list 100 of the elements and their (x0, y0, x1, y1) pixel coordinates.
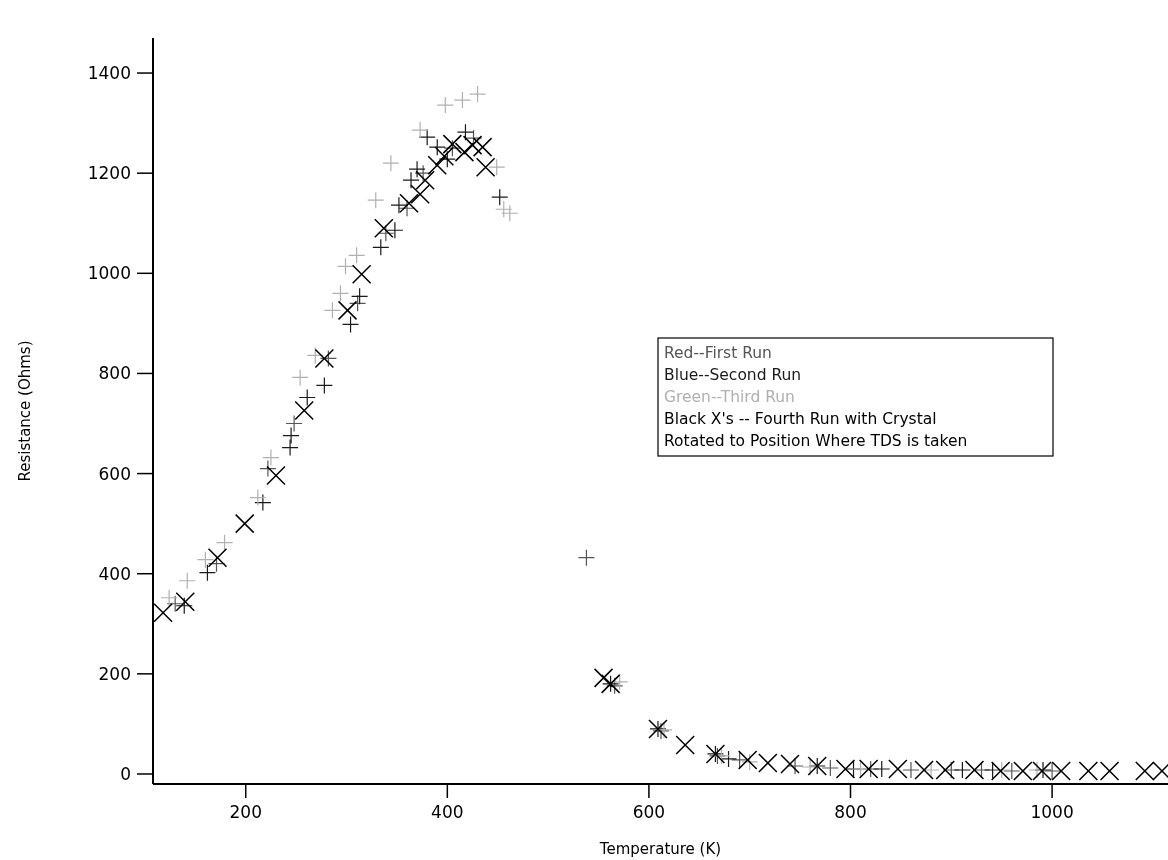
point (249, 489, 267, 507)
point (367, 191, 385, 209)
point (390, 196, 408, 214)
point (488, 158, 506, 176)
point (495, 200, 513, 218)
y-tick-label: 1000 (87, 263, 131, 284)
point (198, 564, 217, 582)
point (835, 759, 856, 779)
point (475, 157, 496, 177)
point (593, 668, 614, 688)
point (411, 121, 429, 139)
text: Black X's -- Fourth Run with Crystal Rotated to Position Where TDS is taken (664, 410, 968, 450)
point (319, 349, 337, 368)
point (675, 735, 695, 755)
point (821, 759, 839, 777)
x-tick-label: 200 (229, 802, 262, 822)
point (262, 448, 280, 467)
point (196, 551, 215, 569)
y-axis-title: Resistance (Ohms) (16, 340, 34, 482)
text: Green--Third Run (664, 388, 795, 406)
point (349, 294, 367, 312)
point (351, 264, 372, 285)
point (207, 547, 228, 568)
point (902, 761, 920, 779)
y-tick-label: 200 (98, 663, 131, 684)
point (175, 592, 195, 612)
point (259, 459, 277, 478)
point (314, 348, 335, 369)
point (468, 85, 487, 103)
x-tick-label: 400 (431, 802, 464, 822)
point (281, 438, 299, 457)
point (351, 287, 369, 305)
point (873, 760, 891, 778)
point (443, 139, 461, 157)
point (786, 757, 804, 775)
point (306, 346, 324, 365)
point (399, 193, 419, 213)
point (294, 400, 314, 421)
point (372, 238, 390, 256)
point (382, 154, 400, 172)
point (501, 204, 519, 222)
point (341, 315, 360, 333)
point (377, 224, 395, 242)
point (160, 589, 178, 607)
point (348, 246, 366, 264)
point (234, 513, 255, 534)
point (337, 300, 358, 321)
point (577, 549, 596, 567)
point (1003, 762, 1021, 780)
point (374, 218, 394, 239)
point (611, 673, 629, 691)
point (178, 572, 196, 590)
point (964, 760, 985, 780)
point (285, 414, 303, 433)
y-tick-label: 800 (98, 363, 131, 384)
point (398, 199, 416, 217)
point (731, 751, 749, 769)
x-tick-label: 600 (632, 802, 666, 822)
point (323, 301, 342, 319)
point (331, 284, 350, 302)
point (472, 137, 493, 157)
point (758, 753, 778, 773)
point (414, 164, 432, 182)
y-tick-label: 1200 (87, 163, 131, 184)
point (291, 368, 309, 387)
x-tick-label: 800 (834, 802, 867, 822)
y-tick-label: 400 (98, 563, 131, 584)
y-tick-label: 0 (120, 763, 131, 784)
point (336, 257, 355, 275)
point (780, 754, 800, 774)
point (402, 171, 420, 189)
point (712, 747, 731, 765)
point (410, 184, 430, 204)
point (175, 597, 193, 615)
point (315, 376, 333, 395)
text: Red--First Run (664, 344, 772, 362)
point (153, 603, 173, 623)
y-tick-label: 600 (98, 463, 131, 484)
point (801, 758, 819, 776)
point (606, 677, 624, 695)
point (953, 761, 971, 779)
x-axis-title: Temperature (K) (598, 840, 722, 858)
x-tick-label: 1000 (1030, 802, 1074, 822)
point (436, 96, 454, 114)
point (166, 595, 184, 613)
point (298, 388, 316, 407)
point (1028, 761, 1046, 779)
point (427, 155, 447, 175)
point (266, 465, 286, 486)
text: Blue--Second Run (664, 366, 802, 384)
point (453, 91, 472, 109)
point (386, 221, 404, 239)
point (282, 426, 300, 445)
y-tick-label: 1400 (87, 63, 131, 83)
point (415, 170, 435, 190)
point (215, 534, 234, 552)
point (491, 188, 509, 206)
point (254, 494, 272, 512)
point (454, 142, 475, 162)
point (719, 750, 738, 768)
